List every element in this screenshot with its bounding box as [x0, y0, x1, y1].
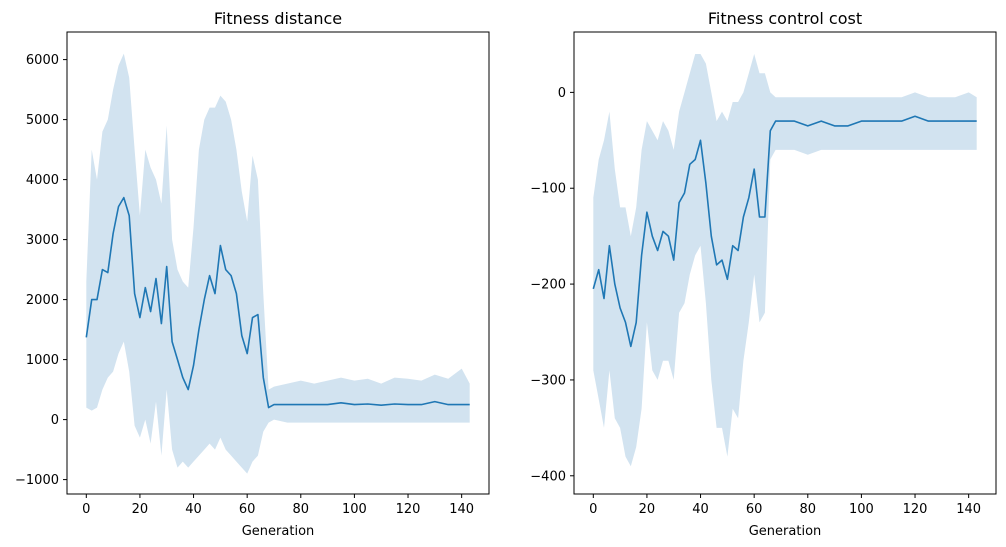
y-tick-label: 5000 — [26, 113, 59, 128]
x-tick-label: 20 — [132, 502, 149, 517]
x-tick-label: 80 — [293, 502, 310, 517]
x-tick-label: 60 — [746, 502, 763, 517]
x-tick-label: 60 — [239, 502, 256, 517]
y-tick-label: −1000 — [15, 473, 59, 488]
plot-frame — [66, 31, 490, 495]
plot-frame — [573, 31, 997, 495]
std-band-0 — [86, 53, 470, 474]
y-tick-label: 0 — [51, 413, 59, 428]
x-axis-ticks: 0 20 40 60 80 100 120 140 — [589, 494, 981, 517]
y-tick-label: −100 — [530, 182, 566, 197]
x-tick-label: 40 — [185, 502, 202, 517]
chart-fitness-distance: Fitness distance 0 20 40 60 80 100 120 140 −100… — [15, 9, 490, 539]
x-tick-label: 0 — [589, 502, 597, 517]
x-tick-label: 120 — [396, 502, 421, 517]
chart-fitness-control-cost: Fitness control cost 0 20 40 60 80 100 120 140 … — [530, 9, 997, 539]
y-tick-label: −200 — [530, 278, 566, 293]
x-tick-label: 40 — [692, 502, 709, 517]
std-band-0 — [593, 54, 977, 467]
x-tick-label: 100 — [342, 502, 367, 517]
y-tick-label: 6000 — [26, 53, 59, 68]
y-tick-label: 3000 — [26, 233, 59, 248]
chart-title: Fitness control cost — [708, 9, 862, 28]
x-tick-label: 20 — [639, 502, 656, 517]
x-axis-ticks: 0 20 40 60 80 100 120 140 — [82, 494, 474, 517]
y-tick-label: −400 — [530, 469, 566, 484]
y-tick-label: −300 — [530, 373, 566, 388]
x-tick-label: 140 — [449, 502, 474, 517]
y-tick-label: 1000 — [26, 353, 59, 368]
x-tick-label: 100 — [849, 502, 874, 517]
x-tick-label: 80 — [800, 502, 817, 517]
y-axis-ticks: −1000 0 1000 2000 3000 4000 5000 6000 — [15, 53, 67, 488]
std-band-layer — [593, 54, 977, 467]
mean-line-layer — [592, 115, 977, 348]
mean-line-layer — [85, 196, 470, 409]
x-tick-label: 140 — [956, 502, 981, 517]
x-axis-label: Generation — [242, 524, 315, 539]
x-tick-label: 120 — [903, 502, 928, 517]
mean-line-0 — [592, 115, 977, 348]
chart-title: Fitness distance — [214, 9, 342, 28]
mean-line-0 — [85, 196, 470, 409]
x-tick-label: 0 — [82, 502, 90, 517]
y-tick-label: 2000 — [26, 293, 59, 308]
y-tick-label: 0 — [558, 86, 566, 101]
y-axis-ticks: −400 −300 −200 −100 0 — [530, 86, 574, 484]
std-band-layer — [86, 53, 470, 474]
x-axis-label: Generation — [749, 524, 822, 539]
y-tick-label: 4000 — [26, 173, 59, 188]
